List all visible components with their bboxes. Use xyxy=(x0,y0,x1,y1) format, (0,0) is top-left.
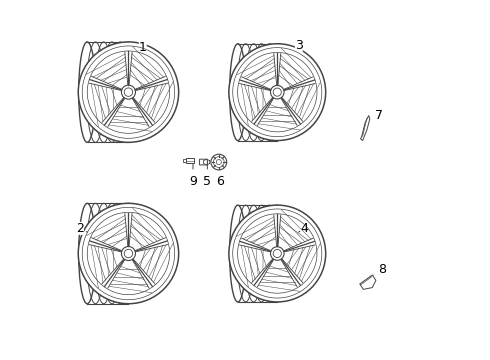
Circle shape xyxy=(124,249,133,258)
FancyBboxPatch shape xyxy=(199,159,207,165)
Circle shape xyxy=(124,88,133,96)
Text: 3: 3 xyxy=(295,39,303,52)
Circle shape xyxy=(273,249,281,258)
Circle shape xyxy=(122,247,135,261)
Circle shape xyxy=(211,154,227,170)
Text: 7: 7 xyxy=(368,109,383,122)
Polygon shape xyxy=(361,116,370,140)
Text: 9: 9 xyxy=(189,159,197,188)
Circle shape xyxy=(78,42,179,142)
Text: 6: 6 xyxy=(216,160,224,188)
Text: 8: 8 xyxy=(373,263,387,276)
Polygon shape xyxy=(360,275,376,289)
Bar xyxy=(186,158,194,163)
Circle shape xyxy=(229,205,326,302)
Text: 4: 4 xyxy=(299,222,308,235)
Text: 2: 2 xyxy=(76,222,87,235)
Circle shape xyxy=(270,247,284,260)
Bar xyxy=(183,159,186,162)
Circle shape xyxy=(273,88,281,96)
Circle shape xyxy=(78,203,179,304)
Text: 1: 1 xyxy=(139,41,147,54)
Text: 5: 5 xyxy=(203,160,211,188)
Circle shape xyxy=(270,85,284,99)
Circle shape xyxy=(122,85,135,99)
Circle shape xyxy=(229,44,326,140)
